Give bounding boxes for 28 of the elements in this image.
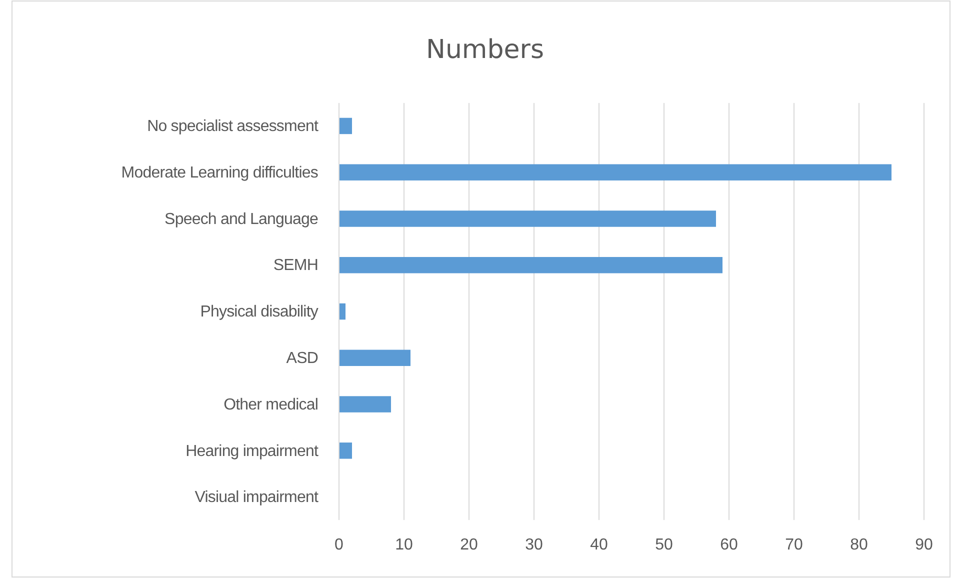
- bar: [339, 350, 410, 366]
- bar: [339, 210, 716, 227]
- y-tick-label: Moderate Learning difficulties: [121, 164, 318, 182]
- bar: [339, 118, 352, 134]
- y-tick-label: Hearing impairment: [186, 442, 319, 460]
- y-tick-label: SEMH: [273, 257, 318, 274]
- x-tick-label: 50: [655, 536, 673, 554]
- x-tick-label: 0: [334, 536, 344, 554]
- bar: [339, 257, 722, 274]
- bar: [339, 303, 346, 320]
- bar: [339, 396, 391, 412]
- x-tick-label: 40: [590, 536, 608, 554]
- x-tick-label: 70: [785, 536, 803, 554]
- x-tick-label: 20: [460, 536, 478, 554]
- y-tick-label: ASD: [286, 350, 318, 368]
- x-tick-label: 10: [395, 536, 413, 554]
- bar: [339, 164, 892, 180]
- x-tick-label: 30: [525, 536, 543, 554]
- x-tick-label: 90: [915, 536, 933, 554]
- bar: [339, 442, 352, 459]
- chart-title: Numbers: [426, 35, 544, 65]
- y-tick-label: Physical disability: [200, 304, 318, 321]
- y-tick-label: Speech and Language: [164, 210, 318, 228]
- y-tick-label: Other medical: [224, 396, 318, 414]
- x-tick-label: 80: [850, 536, 868, 554]
- y-tick-label: Visiual impairment: [194, 489, 319, 506]
- x-tick-label: 60: [720, 536, 738, 554]
- y-tick-label: No specialist assessment: [147, 118, 319, 136]
